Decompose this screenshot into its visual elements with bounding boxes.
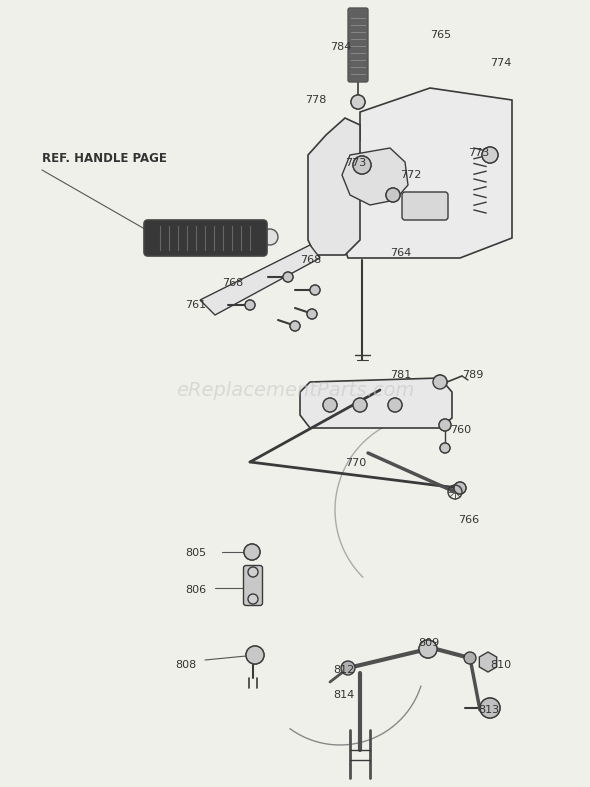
Circle shape	[351, 95, 365, 109]
Polygon shape	[308, 118, 360, 255]
Text: 764: 764	[390, 248, 411, 258]
Circle shape	[248, 594, 258, 604]
Circle shape	[245, 300, 255, 310]
Circle shape	[323, 398, 337, 412]
Text: 760: 760	[450, 425, 471, 435]
Text: 768: 768	[222, 278, 243, 288]
Text: 773: 773	[468, 148, 489, 158]
Circle shape	[480, 698, 500, 718]
Text: 806: 806	[185, 585, 206, 595]
Circle shape	[433, 375, 447, 389]
Text: 808: 808	[175, 660, 196, 670]
Circle shape	[244, 544, 260, 560]
Text: 809: 809	[418, 638, 439, 648]
Polygon shape	[200, 245, 320, 315]
Circle shape	[388, 398, 402, 412]
Polygon shape	[342, 148, 408, 205]
Circle shape	[248, 567, 258, 577]
Text: 789: 789	[462, 370, 483, 380]
Text: 765: 765	[430, 30, 451, 40]
Polygon shape	[300, 378, 452, 428]
Text: eReplacementParts.com: eReplacementParts.com	[176, 380, 414, 400]
Text: 781: 781	[390, 370, 411, 380]
Text: REF. HANDLE PAGE: REF. HANDLE PAGE	[42, 152, 167, 165]
Polygon shape	[338, 88, 512, 258]
Circle shape	[440, 443, 450, 453]
Circle shape	[246, 646, 264, 664]
Text: 778: 778	[305, 95, 326, 105]
Circle shape	[262, 229, 278, 245]
Circle shape	[283, 272, 293, 282]
Text: 770: 770	[345, 458, 366, 468]
Circle shape	[341, 661, 355, 675]
Circle shape	[386, 188, 400, 202]
Polygon shape	[479, 652, 497, 672]
Text: 812: 812	[333, 665, 354, 675]
Text: 813: 813	[478, 705, 499, 715]
Circle shape	[310, 285, 320, 295]
Text: 810: 810	[490, 660, 511, 670]
Circle shape	[307, 309, 317, 319]
Text: 805: 805	[185, 548, 206, 558]
Text: 773: 773	[345, 158, 366, 168]
Text: 768: 768	[300, 255, 321, 265]
Circle shape	[419, 640, 437, 658]
Circle shape	[290, 321, 300, 331]
Circle shape	[353, 398, 367, 412]
Text: 774: 774	[490, 58, 512, 68]
Text: 784: 784	[330, 42, 352, 52]
Text: 766: 766	[458, 515, 479, 525]
FancyBboxPatch shape	[348, 8, 368, 82]
Circle shape	[439, 419, 451, 431]
Circle shape	[482, 147, 498, 163]
Text: 761: 761	[185, 300, 206, 310]
Circle shape	[454, 482, 466, 494]
FancyBboxPatch shape	[144, 220, 267, 256]
Circle shape	[353, 156, 371, 174]
FancyBboxPatch shape	[402, 192, 448, 220]
Text: 772: 772	[400, 170, 421, 180]
FancyBboxPatch shape	[244, 566, 263, 605]
Circle shape	[464, 652, 476, 664]
Text: 814: 814	[333, 690, 354, 700]
